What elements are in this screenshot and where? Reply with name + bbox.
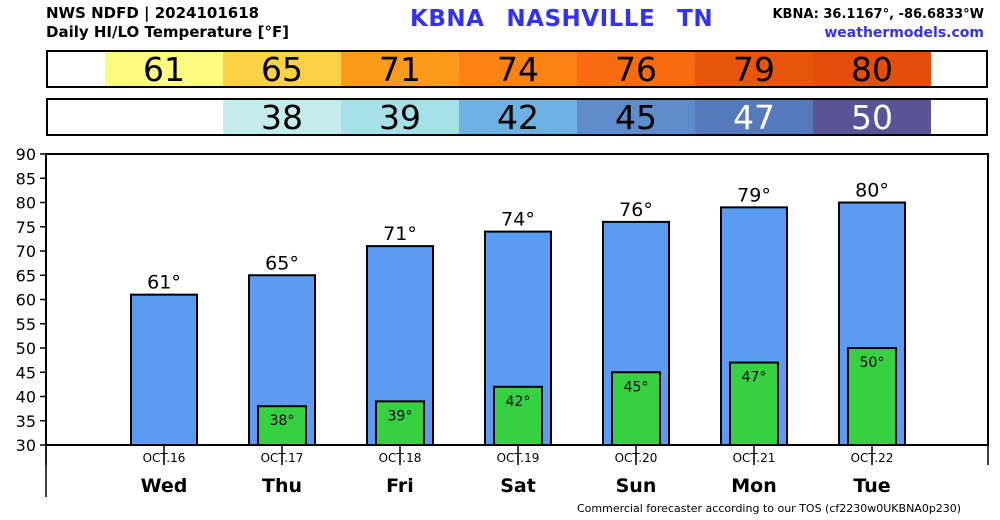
- day-label: Fri: [386, 475, 414, 497]
- header-right: KBNA: 36.1167°, -86.6833°W weathermodels…: [772, 5, 984, 43]
- station-title: KBNA NASHVILLE TN: [410, 6, 735, 32]
- y-tick-label: 35: [16, 412, 36, 431]
- high-bar: [130, 293, 198, 446]
- day-label: Sun: [616, 475, 657, 497]
- date-label: OCT.16: [143, 451, 186, 465]
- y-tick-label: 30: [16, 436, 36, 455]
- high-bar-label: 76°: [619, 199, 653, 221]
- low-bar-label: 38°: [270, 413, 295, 429]
- date-label: OCT.19: [497, 451, 540, 465]
- y-tick-label: 70: [16, 242, 36, 261]
- date-label: OCT.17: [261, 451, 304, 465]
- high-bar-label: 65°: [265, 252, 299, 274]
- day-label: Wed: [141, 475, 188, 497]
- y-tick-label: 55: [16, 315, 36, 334]
- high-temp-cell: 79: [695, 52, 813, 87]
- low-temp-cell: 45: [577, 100, 695, 135]
- high-bar-label: 79°: [737, 184, 771, 206]
- y-tick-label: 80: [16, 194, 36, 213]
- high-bar-label: 71°: [383, 223, 417, 245]
- day-label: Thu: [262, 475, 302, 497]
- high-temp-cell: 71: [341, 52, 459, 87]
- high-temp-cell: 61: [105, 52, 223, 87]
- y-tick-label: 45: [16, 363, 36, 382]
- source-line: NWS NDFD | 2024101618: [46, 4, 260, 22]
- chart-subtitle: Daily HI/LO Temperature [°F]: [46, 23, 290, 41]
- y-tick-label: 40: [16, 388, 36, 407]
- day-label: Sat: [500, 475, 536, 497]
- station-coords: KBNA: 36.1167°, -86.6833°W: [772, 7, 984, 22]
- low-bar-label: 45°: [624, 379, 649, 395]
- footer-note: Commercial forecaster according to our T…: [577, 502, 962, 515]
- low-temp-cell: 39: [341, 100, 459, 135]
- station-city: NASHVILLE: [506, 6, 656, 32]
- low-bar-label: 42°: [506, 394, 531, 410]
- day-label: Mon: [731, 475, 777, 497]
- date-label: OCT.18: [379, 451, 422, 465]
- station-state: TN: [677, 6, 714, 32]
- low-bar: [257, 405, 307, 447]
- high-temp-cell: 74: [459, 52, 577, 87]
- low-temp-cell: 38: [223, 100, 341, 135]
- low-temp-cell: 50: [813, 100, 931, 135]
- y-tick-label: 75: [16, 218, 36, 237]
- high-bar-label: 74°: [501, 209, 535, 231]
- low-temp-cell: 42: [459, 100, 577, 135]
- date-label: OCT.22: [851, 451, 894, 465]
- date-label: OCT.21: [733, 451, 776, 465]
- high-temp-strip: 61 65 71 74 76 79 80: [46, 50, 988, 88]
- low-bar-label: 50°: [860, 355, 885, 371]
- date-label: OCT.20: [615, 451, 658, 465]
- low-bar-label: 47°: [742, 370, 767, 386]
- low-temp-strip: 38 39 42 45 47 50: [46, 98, 988, 136]
- header-left: NWS NDFD | 2024101618 Daily HI/LO Temper…: [46, 4, 289, 42]
- low-bar: [611, 371, 661, 446]
- y-tick-label: 50: [16, 339, 36, 358]
- high-temp-cell: 65: [223, 52, 341, 87]
- low-bar: [375, 400, 425, 447]
- low-bar: [847, 347, 897, 446]
- high-temp-cell: 76: [577, 52, 695, 87]
- low-bar: [493, 385, 543, 446]
- y-tick-label: 85: [16, 169, 36, 188]
- low-temp-cell: 47: [695, 100, 813, 135]
- high-temp-cell: 80: [813, 52, 931, 87]
- y-tick-label: 60: [16, 291, 36, 310]
- high-bar-label: 80°: [855, 180, 889, 202]
- low-bar-label: 39°: [388, 408, 413, 424]
- temperature-bar-chart: 30 35 40 45 50 55 60 65 70 75 80 85 90 61° OCT.16 Wed 65…: [16, 145, 989, 497]
- y-tick-label: 65: [16, 266, 36, 285]
- y-tick-label: 90: [16, 145, 36, 164]
- low-bar: [729, 361, 779, 446]
- high-bar-label: 61°: [147, 272, 181, 294]
- station-code: KBNA: [410, 6, 485, 32]
- site-link[interactable]: weathermodels.com: [824, 25, 984, 41]
- day-label: Tue: [853, 475, 890, 497]
